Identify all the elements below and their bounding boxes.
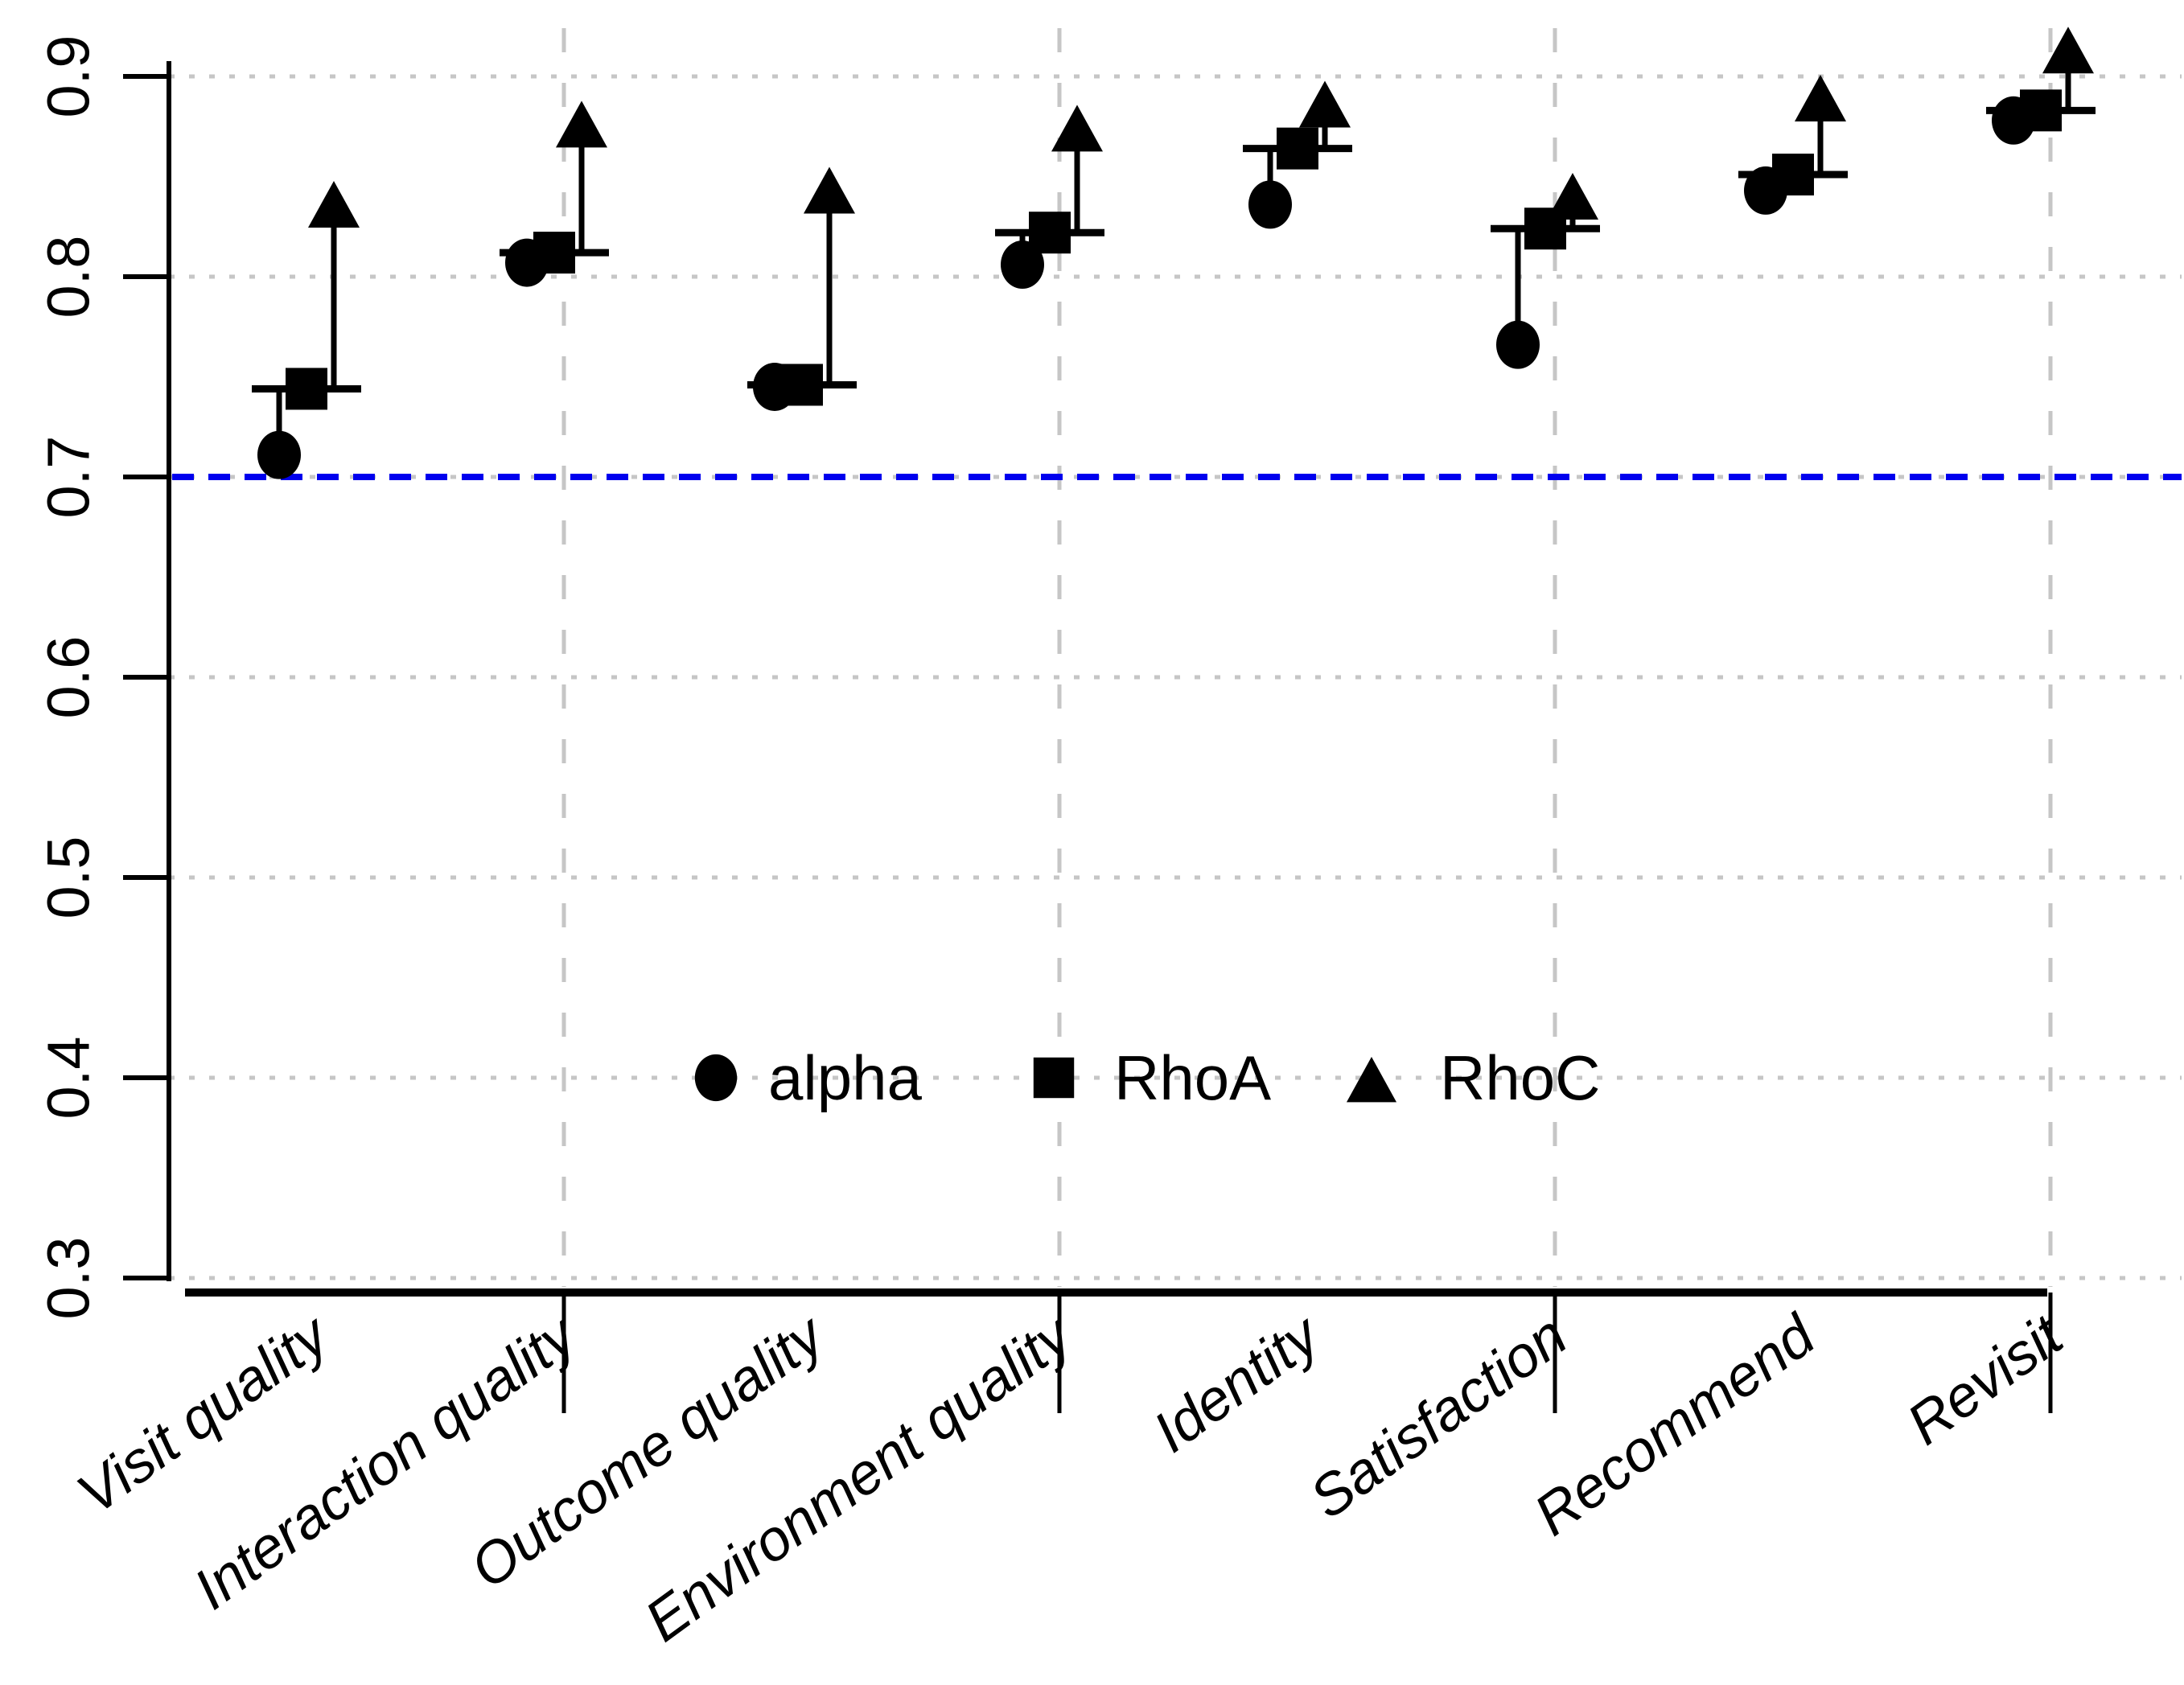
- legend-label-rhoa: RhoA: [1114, 1042, 1271, 1113]
- x-category-label-identity: Identity: [1142, 1301, 1334, 1465]
- y-tick-label-0.5: 0.5: [35, 836, 102, 919]
- series-group-satisfaction: [1491, 172, 1600, 369]
- series-group-identity: [1243, 80, 1352, 229]
- rhoc-marker-satisfaction: [1547, 172, 1598, 220]
- series-group-visit-quality: [252, 180, 361, 479]
- x-category-label-environment-quality: Environment quality: [634, 1301, 1086, 1654]
- rhoc-marker-environment-quality: [1051, 105, 1103, 152]
- rhoa-marker-identity: [1277, 127, 1318, 170]
- rhoa-marker-interaction-quality: [533, 232, 575, 274]
- y-tick-label-0.4: 0.4: [35, 1037, 102, 1120]
- rhoc-marker-outcome-quality: [804, 166, 855, 214]
- series-group-recommend: [1738, 74, 1848, 215]
- legend-circle-icon: [694, 1054, 738, 1102]
- rhoa-marker-visit-quality: [286, 368, 327, 410]
- alpha-marker-visit-quality: [257, 430, 301, 479]
- y-tick-label-0.7: 0.7: [35, 436, 102, 519]
- y-tick-label-0.8: 0.8: [35, 236, 102, 319]
- y-tick-label-0.9: 0.9: [35, 35, 102, 118]
- legend-label-rhoc: RhoC: [1440, 1042, 1600, 1113]
- y-tick-label-0.3: 0.3: [35, 1237, 102, 1320]
- rhoa-marker-environment-quality: [1029, 212, 1071, 254]
- alpha-marker-satisfaction: [1496, 320, 1540, 369]
- rhoa-marker-revisit: [2020, 89, 2062, 132]
- rhoc-marker-interaction-quality: [556, 101, 607, 148]
- series-group-outcome-quality: [747, 166, 857, 411]
- alpha-marker-identity: [1248, 180, 1292, 229]
- series-group-interaction-quality: [500, 101, 609, 287]
- rhoa-marker-outcome-quality: [781, 364, 823, 406]
- series-group-revisit: [1986, 27, 2096, 145]
- rhoa-marker-recommend: [1772, 154, 1814, 196]
- rhoc-marker-identity: [1299, 80, 1351, 128]
- legend: alpha RhoA RhoC: [694, 1042, 1600, 1113]
- legend-triangle-icon: [1346, 1057, 1397, 1103]
- rhoc-marker-revisit: [2042, 27, 2094, 74]
- rhoc-marker-recommend: [1795, 74, 1846, 121]
- y-tick-label-0.6: 0.6: [35, 636, 102, 719]
- x-category-label-recommend: Recommend: [1523, 1302, 1828, 1548]
- legend-square-icon: [1033, 1057, 1075, 1099]
- series-group-environment-quality: [995, 105, 1104, 290]
- legend-label-alpha: alpha: [768, 1042, 922, 1113]
- rhoc-marker-visit-quality: [308, 180, 360, 228]
